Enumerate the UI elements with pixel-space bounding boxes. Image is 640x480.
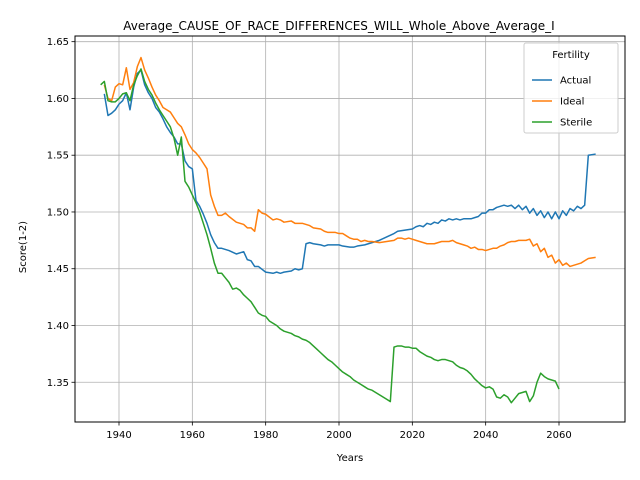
x-axis: 1940 1960 1980 2000 2020 2040 2060 (106, 422, 572, 441)
x-tick-label: 1980 (253, 430, 278, 441)
y-tick-label: 1.55 (47, 151, 69, 162)
chart-title: Average_CAUSE_OF_RACE_DIFFERENCES_WILL_W… (123, 19, 554, 33)
legend-box (523, 42, 619, 134)
x-axis-label: Years (336, 453, 363, 464)
x-tick-label: 2000 (326, 430, 351, 441)
legend-title: Fertility (552, 50, 590, 61)
legend: Fertility Actual Ideal Sterile (523, 42, 619, 134)
x-tick-label: 2060 (546, 430, 571, 441)
legend-label-sterile: Sterile (560, 118, 592, 129)
series-lines (100, 56, 596, 404)
y-tick-label: 1.40 (47, 321, 69, 332)
series-line-ideal (103, 56, 596, 268)
y-tick-label: 1.35 (47, 378, 69, 389)
x-tick-label: 1960 (180, 430, 205, 441)
series-line-actual (103, 69, 596, 275)
y-tick-label: 1.65 (47, 37, 69, 48)
y-axis-label: Score(1-2) (18, 221, 29, 273)
y-tick-label: 1.60 (47, 94, 69, 105)
y-axis: 1.35 1.40 1.45 1.50 1.55 1.60 1.65 (47, 37, 75, 389)
y-tick-label: 1.45 (47, 264, 69, 275)
series-line-sterile (100, 68, 560, 404)
legend-label-ideal: Ideal (560, 97, 584, 108)
x-tick-label: 2040 (473, 430, 498, 441)
plot-frame (74, 35, 626, 423)
legend-label-actual: Actual (560, 76, 591, 87)
x-tick-label: 1940 (106, 430, 131, 441)
y-tick-label: 1.50 (47, 207, 69, 218)
x-tick-label: 2020 (400, 430, 425, 441)
